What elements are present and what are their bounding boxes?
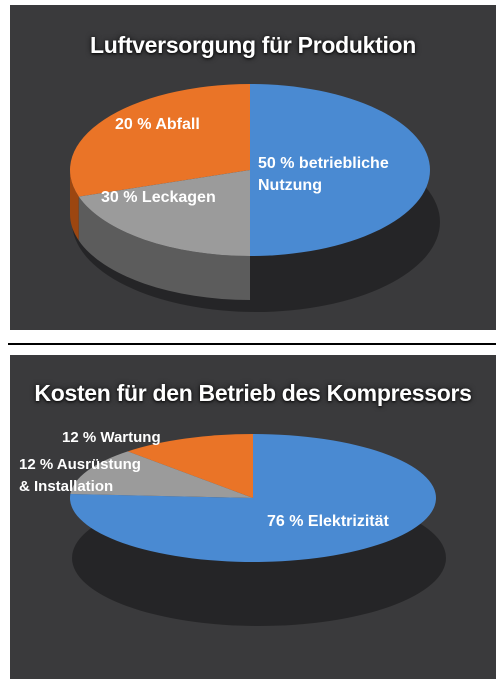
pie-label-1-0: 76 % Elektrizität xyxy=(267,513,390,530)
pie-chart-air-supply: 50 % betriebliche Nutzung 30 % Leckagen 20 … xyxy=(69,84,440,312)
pie-label-0-2: 20 % Abfall xyxy=(115,116,200,133)
pie-label-1-2: 12 % Wartung xyxy=(62,429,161,446)
pie-side-0-1 xyxy=(70,170,79,241)
divider xyxy=(8,343,496,345)
pie-slice-0-0 xyxy=(250,84,430,256)
pie-label-0-0: 50 % betriebliche Nutzung xyxy=(258,155,389,194)
chart-title: Kosten für den Betrieb des Kompressors xyxy=(34,380,472,406)
pie-slice-0-2 xyxy=(78,170,250,256)
pie-label-0-1: 30 % Leckagen xyxy=(101,189,216,206)
chart-title: Luftversorgung für Produktion xyxy=(89,32,417,58)
pie-side-0-2 xyxy=(78,196,250,300)
chart-panel-compressor-cost: Kosten für den Betrieb des Kompressors 7… xyxy=(10,355,496,679)
pie-slice-0-1 xyxy=(69,84,250,197)
pie-slice-1-2 xyxy=(70,451,253,498)
chart-panel-air-supply: Luftversorgung für Produktion 50 % betri… xyxy=(10,5,496,330)
pie-slice-1-1 xyxy=(127,434,253,498)
pie-chart-compressor-cost: 76 % Elektrizität 12 % Ausrüstung & Instal… xyxy=(19,429,446,626)
pie-label-1-1: 12 % Ausrüstung & Installation xyxy=(19,456,141,495)
